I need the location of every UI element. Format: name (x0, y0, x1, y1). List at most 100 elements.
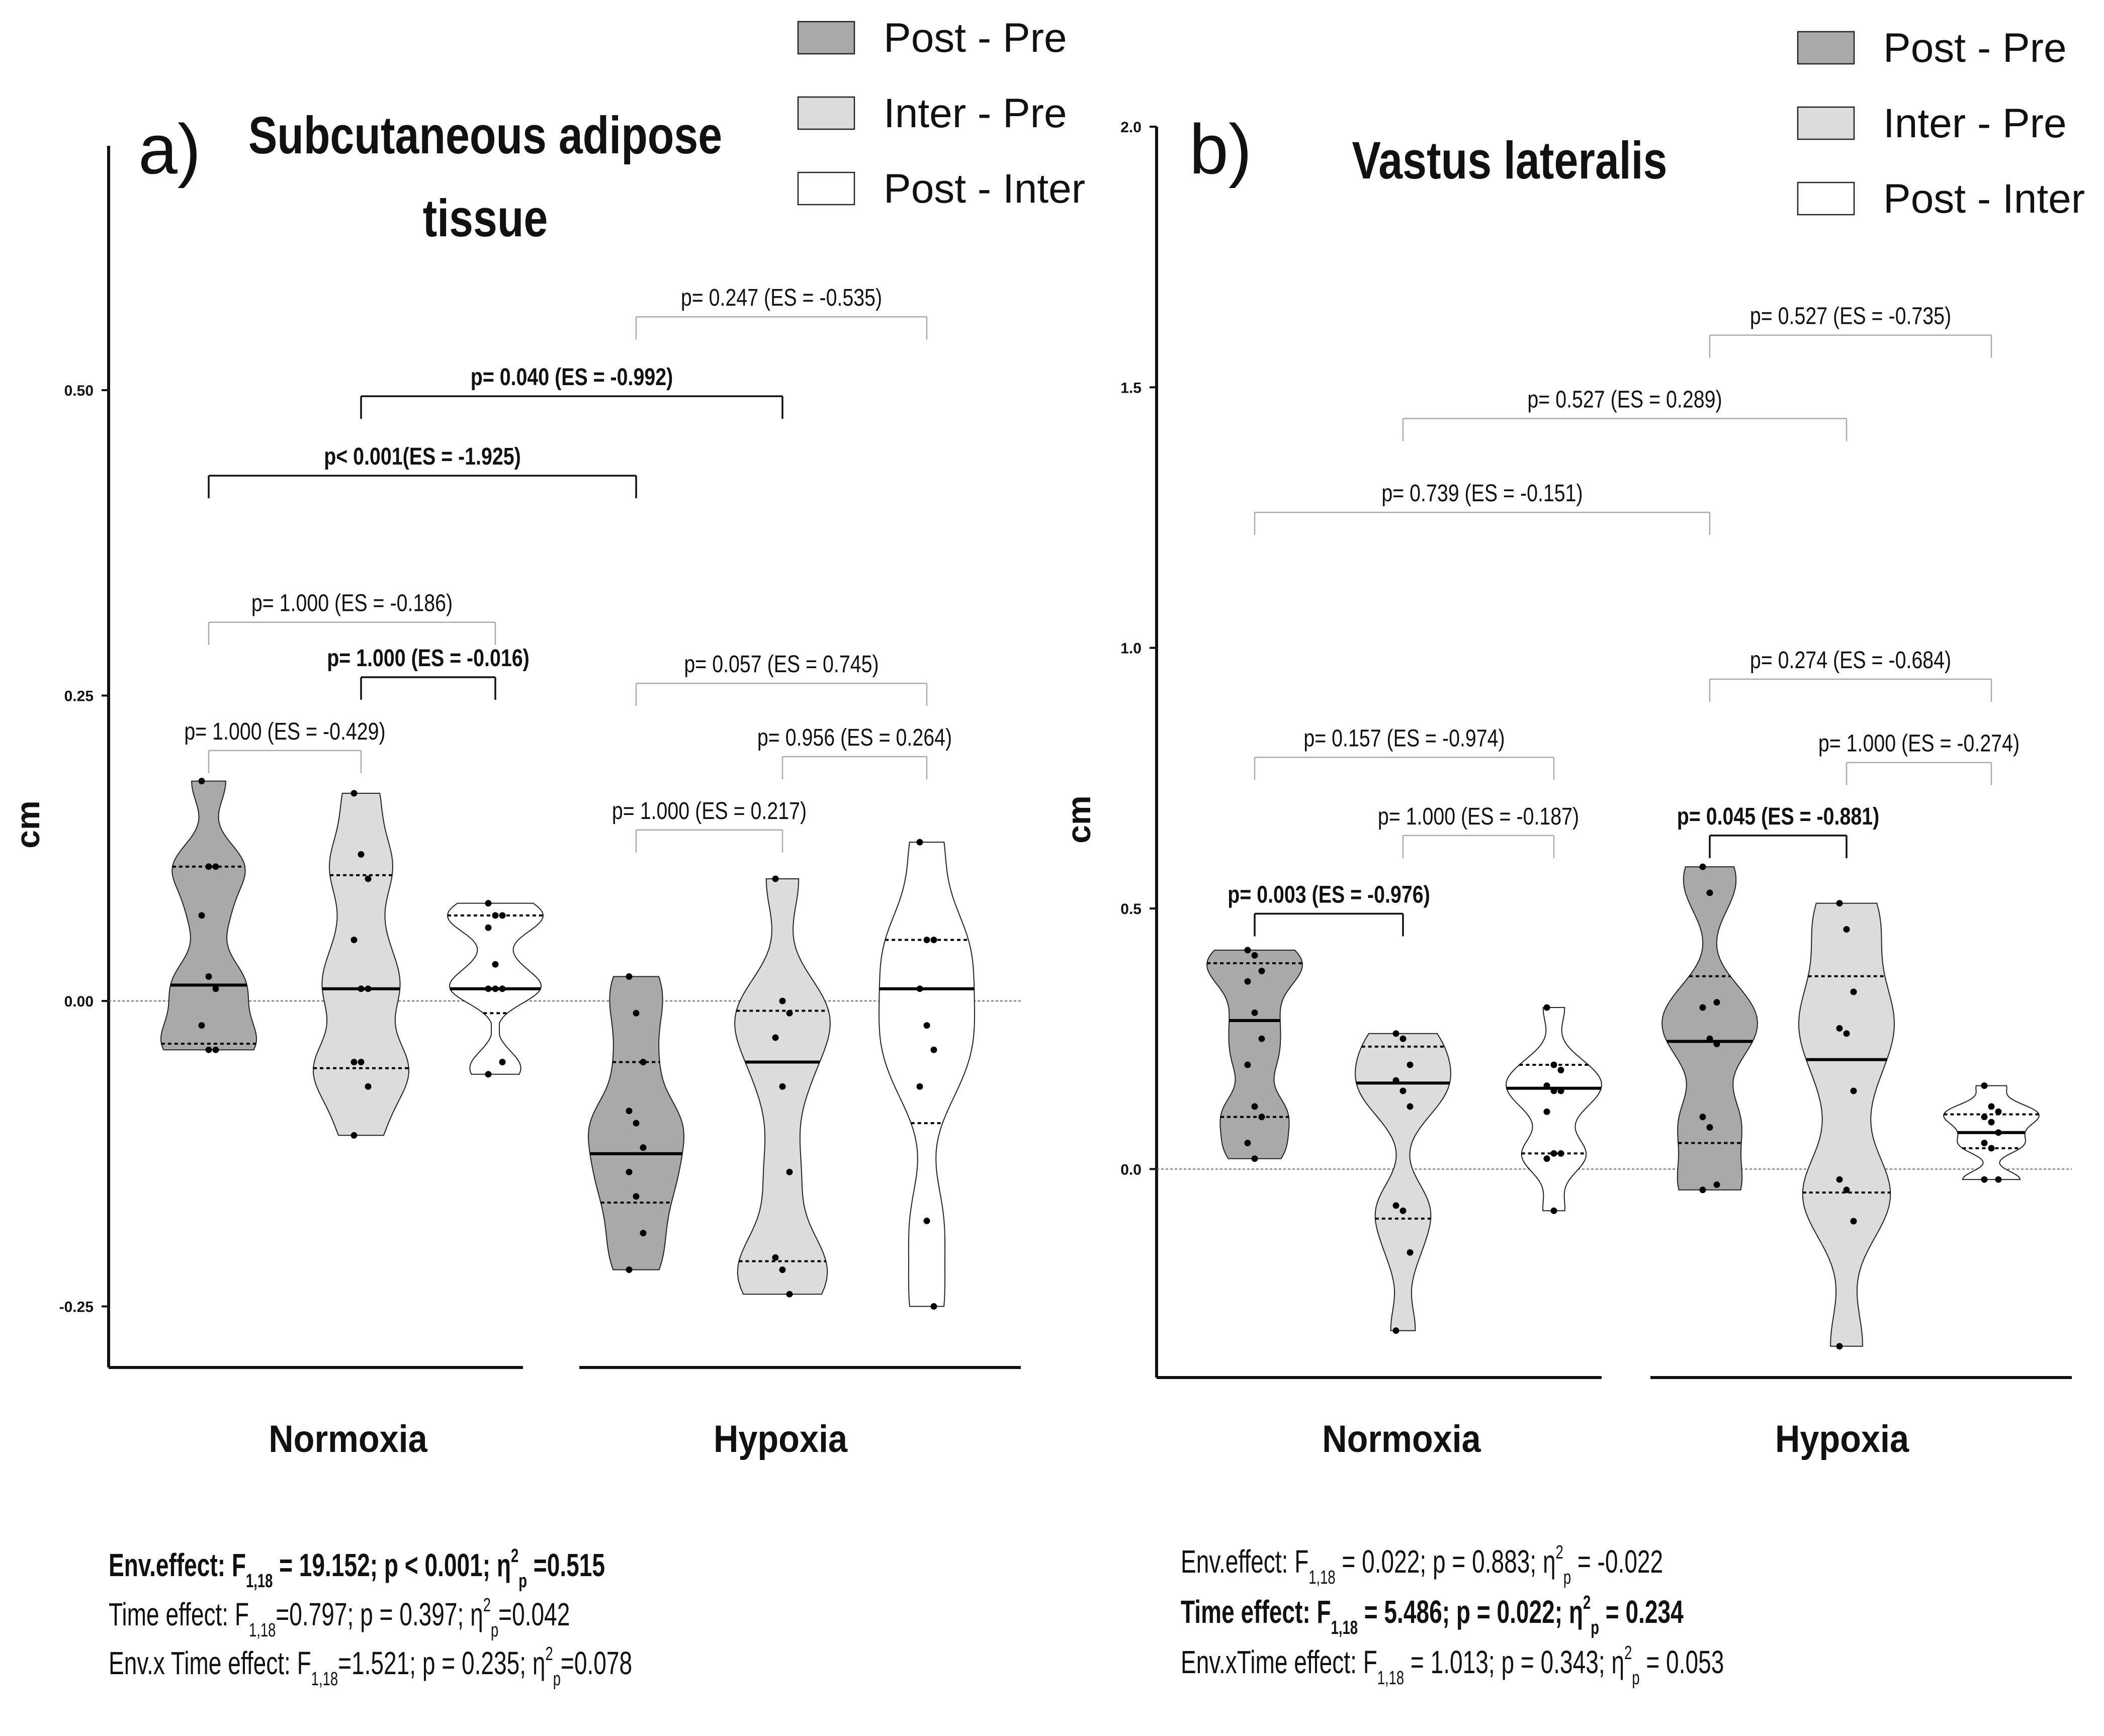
y-tick-label: 1.0 (1120, 641, 1142, 657)
comparison-bracket: p= 0.956 (ES = 0.264) (757, 724, 952, 779)
data-point (350, 790, 358, 797)
data-point (1543, 1082, 1550, 1089)
data-point (1713, 1181, 1720, 1188)
data-point (205, 973, 212, 980)
data-point (779, 1266, 786, 1273)
data-point (1407, 1103, 1414, 1110)
comparison-label: p= 0.057 (ES = 0.745) (684, 651, 879, 678)
comparison-bracket: p= 0.247 (ES = -0.535) (635, 285, 928, 340)
violin-body (312, 792, 410, 1136)
comparison-bracket: p= 1.000 (ES = -0.186) (208, 590, 496, 645)
comparison-label: p= 0.527 (ES = -0.735) (1750, 303, 1951, 330)
data-point (1557, 1150, 1564, 1157)
data-point (923, 1022, 930, 1029)
data-point (1550, 1207, 1557, 1214)
comparison-bracket: p= 0.274 (ES = -0.684) (1709, 647, 1992, 702)
data-point (1251, 1009, 1258, 1016)
data-point (772, 1254, 779, 1261)
comparison-label: p= 0.003 (ES = -0.976) (1228, 881, 1430, 908)
comparison-label: p= 0.739 (ES = -0.151) (1381, 480, 1583, 507)
y-tick-label: 1.5 (1120, 380, 1142, 396)
comparison-label: p= 1.000 (ES = -0.186) (251, 590, 453, 617)
data-point (198, 1022, 205, 1029)
comparison-label: p= 1.000 (ES = -0.187) (1378, 803, 1579, 830)
y-tick-label: -0.25 (59, 1299, 94, 1316)
data-point (358, 985, 365, 992)
legend-swatch (1797, 181, 1855, 216)
data-point (492, 912, 499, 919)
data-point (1244, 1140, 1251, 1146)
comparison-bracket: p= 1.000 (ES = -0.187) (1378, 803, 1579, 858)
stats-fragment: =0.797; p = 0.397; η (276, 1597, 483, 1632)
violin-group (447, 900, 544, 1078)
data-point (1392, 1202, 1399, 1209)
comparison-bracket: p= 1.000 (ES = -0.274) (1818, 730, 2020, 785)
data-point (1706, 889, 1713, 896)
data-point (1981, 1082, 1988, 1089)
data-point (1244, 947, 1251, 954)
data-point (485, 900, 492, 907)
data-point (198, 912, 205, 919)
data-point (1836, 1343, 1843, 1350)
data-point (499, 1059, 506, 1065)
stats-fragment: p (553, 1669, 561, 1690)
data-point (1392, 1030, 1399, 1037)
data-point (1550, 1061, 1557, 1068)
data-point (365, 875, 372, 882)
y-tick-label: 0.50 (64, 383, 94, 399)
stats-fragment: 2 (1556, 1542, 1563, 1563)
data-point (1244, 978, 1251, 985)
group-label: Hypoxia (714, 1418, 848, 1460)
stats-fragment: = 0.022; p = 0.883; η (1336, 1544, 1556, 1580)
data-point (365, 1083, 372, 1090)
stats-fragment: = 5.486; p = 0.022; η (1358, 1594, 1583, 1630)
stats-fragment: p (491, 1620, 498, 1641)
data-point (930, 1046, 937, 1053)
data-point (350, 1059, 358, 1065)
data-point (786, 1168, 793, 1175)
violin-body (160, 780, 257, 1051)
comparison-bracket: p= 1.000 (ES = -0.016) (327, 645, 530, 700)
group-label: Normoxia (269, 1418, 427, 1460)
comparison-label: p= 0.157 (ES = -0.974) (1303, 725, 1505, 752)
data-point (1399, 1087, 1407, 1094)
data-point (1713, 1041, 1720, 1048)
data-point (1392, 1327, 1399, 1334)
data-point (212, 863, 219, 870)
data-point (1251, 1155, 1258, 1162)
data-point (1258, 1035, 1265, 1042)
comparison-label: p= 0.045 (ES = -0.881) (1677, 803, 1879, 830)
data-point (916, 839, 923, 846)
violin-group (1354, 1030, 1452, 1334)
stats-fragment: 2 (545, 1643, 553, 1665)
data-point (772, 1034, 779, 1041)
data-point (1988, 1103, 1995, 1110)
comparison-bracket: p= 1.000 (ES = 0.217) (612, 797, 807, 853)
stats-line: Env.x Time effect: F1,18=1.521; p = 0.23… (109, 1643, 632, 1690)
comparison-label: p= 0.040 (ES = -0.992) (471, 364, 673, 391)
data-point (786, 1010, 793, 1017)
panel-title-line2: tissue (423, 189, 548, 248)
violin-body (878, 842, 976, 1307)
comparison-bracket: p= 0.157 (ES = -0.974) (1254, 725, 1555, 780)
data-point (212, 1046, 219, 1053)
data-point (198, 778, 205, 785)
stats-fragment: 1,18 (246, 1571, 273, 1592)
data-point (492, 961, 499, 968)
data-point (499, 912, 506, 919)
stats-fragment: = 1.013; p = 0.343; η (1404, 1644, 1624, 1680)
y-tick-label: 0.0 (1120, 1161, 1142, 1178)
panel-b: 0.0 0.5 1.0 1.5 2.0 cm b) Vastus lateralis Normo… (1060, 110, 2072, 1689)
stats-fragment: Env.x Time effect: F (109, 1646, 311, 1681)
stats-line: Time effect: F1,18=0.797; p = 0.397; η2p… (109, 1595, 570, 1641)
data-point (626, 1266, 633, 1273)
legend-swatch (1797, 31, 1855, 65)
legend-label: Post - Inter (884, 166, 1085, 212)
panel-letter: b) (1189, 110, 1252, 189)
data-point (1258, 967, 1265, 974)
y-tick-label: 0.5 (1120, 901, 1142, 918)
comparison-label: p= 1.000 (ES = -0.274) (1818, 730, 2020, 757)
comparison-label: p= 0.274 (ES = -0.684) (1750, 647, 1951, 674)
data-point (1988, 1145, 1995, 1152)
